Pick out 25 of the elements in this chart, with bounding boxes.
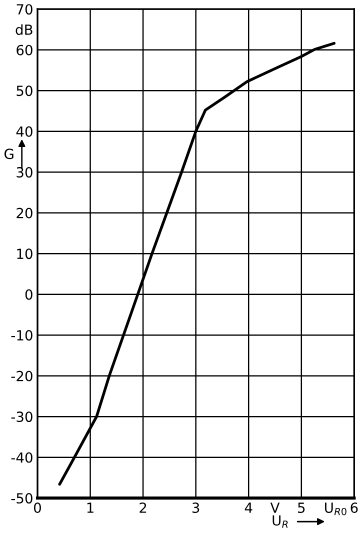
x-tick-label: 5	[298, 502, 305, 514]
x-tick-label: V	[270, 502, 280, 513]
x-tick-label: 3	[192, 502, 200, 514]
y-axis-title: G	[4, 148, 14, 160]
x-tick-label: U$_{R0}$	[325, 502, 346, 516]
y-tick-label: -20	[11, 370, 32, 382]
x-tick-label: 6	[350, 502, 358, 514]
y-tick-label: 0	[25, 289, 32, 300]
x-tick-label: 4	[244, 502, 252, 513]
y-tick-label: dB	[16, 24, 32, 35]
y-tick-label: 10	[17, 248, 32, 260]
y-tick-label: 20	[16, 208, 32, 218]
y-tick-label: 70	[16, 4, 32, 15]
y-tick-label: -30	[11, 412, 32, 422]
x-tick-label: 0	[34, 502, 41, 514]
y-tick-label: 50	[16, 86, 32, 96]
y-tick-label: -10	[11, 330, 32, 341]
x-tick-label: 2	[140, 502, 146, 513]
y-tick-label: -50	[11, 493, 32, 504]
y-tick-label: 40	[16, 126, 32, 137]
x-tick-label: 1	[87, 502, 94, 513]
y-tick-label: 30	[16, 167, 32, 178]
x-axis-title: U$_{R}$	[272, 515, 288, 528]
y-tick-label: 60	[16, 44, 32, 56]
y-tick-label: -40	[11, 452, 32, 463]
